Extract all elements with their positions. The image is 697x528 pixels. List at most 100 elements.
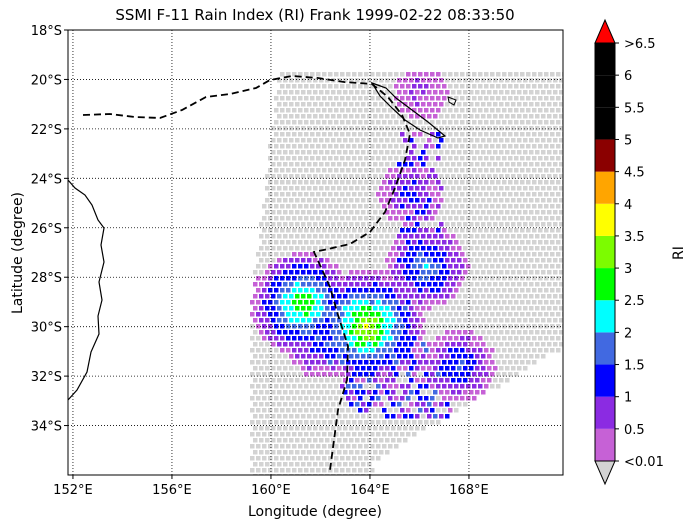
swath-pixel bbox=[541, 234, 546, 239]
swath-pixel bbox=[268, 180, 273, 185]
swath-pixel bbox=[412, 108, 417, 113]
swath-pixel bbox=[277, 318, 282, 323]
swath-pixel bbox=[454, 348, 459, 353]
swath-pixel bbox=[364, 300, 369, 305]
swath-pixel bbox=[376, 72, 381, 77]
swath-pixel bbox=[415, 114, 420, 119]
swath-pixel bbox=[268, 372, 273, 377]
swath-pixel bbox=[391, 270, 396, 275]
swath-pixel bbox=[316, 456, 321, 461]
swath-pixel bbox=[283, 90, 288, 95]
swath-pixel bbox=[538, 144, 543, 149]
colorbar-tick-label: 0.5 bbox=[624, 423, 645, 438]
swath-pixel bbox=[514, 264, 519, 269]
swath-pixel bbox=[505, 306, 510, 311]
swath-pixel bbox=[322, 444, 327, 449]
swath-pixel bbox=[406, 276, 411, 281]
swath-pixel bbox=[469, 366, 474, 371]
swath-pixel bbox=[382, 276, 387, 281]
swath-pixel bbox=[427, 186, 432, 191]
swath-pixel bbox=[304, 72, 309, 77]
swath-pixel bbox=[487, 90, 492, 95]
swath-pixel bbox=[382, 204, 387, 209]
swath-pixel bbox=[412, 396, 417, 401]
swath-pixel bbox=[511, 138, 516, 143]
swath-pixel bbox=[325, 402, 330, 407]
swath-pixel bbox=[394, 384, 399, 389]
swath-pixel bbox=[358, 228, 363, 233]
swath-pixel bbox=[298, 132, 303, 137]
swath-pixel bbox=[487, 342, 492, 347]
colorbar-under-arrow bbox=[594, 460, 616, 486]
swath-pixel bbox=[325, 210, 330, 215]
swath-pixel bbox=[493, 234, 498, 239]
swath-pixel bbox=[511, 102, 516, 107]
swath-pixel bbox=[334, 192, 339, 197]
swath-pixel bbox=[478, 384, 483, 389]
swath-pixel bbox=[280, 468, 285, 473]
swath-pixel bbox=[259, 246, 264, 251]
swath-pixel bbox=[355, 126, 360, 131]
swath-pixel bbox=[259, 414, 264, 419]
swath-pixel bbox=[370, 144, 375, 149]
new-caledonia-coastline bbox=[370, 81, 447, 139]
swath-pixel bbox=[532, 204, 537, 209]
swath-pixel bbox=[268, 420, 273, 425]
swath-pixel bbox=[502, 192, 507, 197]
swath-pixel bbox=[373, 450, 378, 455]
swath-pixel bbox=[352, 72, 357, 77]
swath-pixel bbox=[499, 90, 504, 95]
swath-pixel bbox=[421, 114, 426, 119]
swath-pixel bbox=[475, 390, 480, 395]
swath-pixel bbox=[523, 174, 528, 179]
swath-pixel bbox=[502, 108, 507, 113]
swath-pixel bbox=[334, 300, 339, 305]
swath-pixel bbox=[385, 294, 390, 299]
swath-pixel bbox=[283, 378, 288, 383]
swath-pixel bbox=[382, 96, 387, 101]
swath-pixel bbox=[514, 240, 519, 245]
swath-pixel bbox=[436, 264, 441, 269]
swath-pixel bbox=[292, 204, 297, 209]
swath-pixel bbox=[556, 84, 561, 89]
swath-pixel bbox=[421, 174, 426, 179]
swath-pixel bbox=[364, 216, 369, 221]
swath-pixel bbox=[325, 246, 330, 251]
swath-pixel bbox=[412, 144, 417, 149]
swath-pixel bbox=[550, 312, 555, 317]
swath-pixel bbox=[286, 408, 291, 413]
swath-pixel bbox=[511, 222, 516, 227]
swath-pixel bbox=[295, 234, 300, 239]
swath-pixel bbox=[358, 324, 363, 329]
swath-pixel bbox=[424, 132, 429, 137]
swath-pixel bbox=[502, 204, 507, 209]
swath-pixel bbox=[442, 252, 447, 257]
colorbar-segment bbox=[595, 43, 615, 76]
swath-pixel bbox=[313, 78, 318, 83]
swath-pixel bbox=[385, 438, 390, 443]
swath-pixel bbox=[292, 252, 297, 257]
swath-pixel bbox=[421, 366, 426, 371]
swath-pixel bbox=[283, 306, 288, 311]
swath-pixel bbox=[421, 330, 426, 335]
swath-pixel bbox=[439, 162, 444, 167]
swath-pixel bbox=[307, 330, 312, 335]
swath-pixel bbox=[310, 348, 315, 353]
swath-pixel bbox=[421, 234, 426, 239]
swath-pixel bbox=[403, 318, 408, 323]
swath-pixel bbox=[478, 264, 483, 269]
swath-pixel bbox=[508, 84, 513, 89]
swath-pixel bbox=[418, 360, 423, 365]
swath-pixel bbox=[484, 264, 489, 269]
swath-pixel bbox=[286, 192, 291, 197]
swath-pixel bbox=[430, 360, 435, 365]
swath-pixel bbox=[520, 324, 525, 329]
swath-pixel bbox=[313, 462, 318, 467]
swath-pixel bbox=[436, 84, 441, 89]
swath-pixel bbox=[307, 390, 312, 395]
swath-pixel bbox=[547, 102, 552, 107]
swath-pixel bbox=[355, 330, 360, 335]
swath-pixel bbox=[373, 102, 378, 107]
swath-pixel bbox=[388, 108, 393, 113]
swath-pixel bbox=[277, 270, 282, 275]
